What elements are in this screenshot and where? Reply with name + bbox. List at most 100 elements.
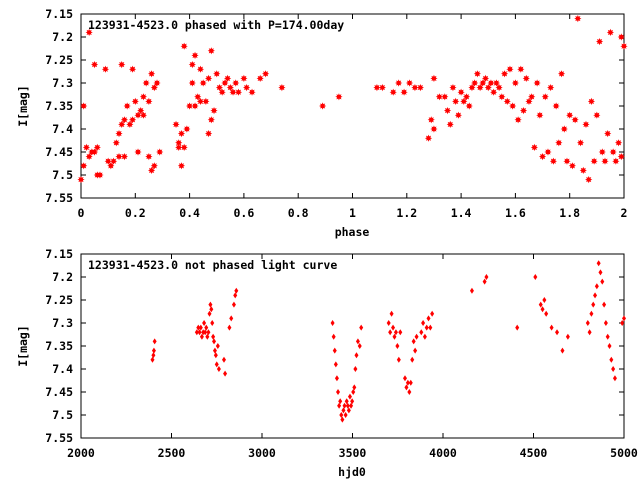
unphased-data-point xyxy=(398,329,403,336)
phased-y-tick-label: 7.2 xyxy=(52,30,73,44)
unphased-data-point xyxy=(538,301,543,308)
unphased-data-point xyxy=(152,338,157,345)
phased-x-axis-title: phase xyxy=(335,225,370,239)
phased-y-tick-label: 7.15 xyxy=(45,7,73,21)
unphased-chart-title: 123931-4523.0 not phased light curve xyxy=(88,258,337,272)
unphased-data-point xyxy=(233,292,238,299)
unphased-data-point xyxy=(211,333,216,340)
unphased-y-tick-label: 7.3 xyxy=(52,316,73,330)
phased-data-point xyxy=(175,143,183,151)
unphased-data-point xyxy=(208,301,213,308)
phased-data-point xyxy=(147,166,156,174)
unphased-data-point xyxy=(605,333,610,340)
unphased-data-point xyxy=(620,320,625,326)
unphased-data-point xyxy=(560,347,565,354)
unphased-data-point xyxy=(197,329,202,336)
phased-data-point xyxy=(243,84,251,92)
phased-data-point xyxy=(582,120,590,128)
unphased-data-point xyxy=(515,324,520,331)
phased-data-point xyxy=(473,70,481,78)
phased-data-point xyxy=(93,143,101,151)
unphased-data-point xyxy=(609,356,614,363)
phased-data-point xyxy=(427,116,435,124)
phased-data-point xyxy=(460,97,468,105)
unphased-data-point xyxy=(587,329,592,336)
phased-data-point xyxy=(186,102,194,110)
phased-data-point xyxy=(411,84,419,92)
phased-data-point xyxy=(462,93,471,101)
phased-data-point xyxy=(115,130,123,138)
unphased-data-point xyxy=(393,329,398,336)
phased-data-point xyxy=(134,111,142,119)
unphased-data-point xyxy=(607,343,612,349)
phased-x-tick-label: 1.8 xyxy=(559,206,580,220)
unphased-data-point xyxy=(611,366,616,372)
unphased-data-point xyxy=(336,389,341,395)
phased-data-point xyxy=(590,157,598,165)
unphased-data-point xyxy=(334,375,339,382)
unphased-data-point xyxy=(231,301,236,308)
unphased-data-point xyxy=(331,333,336,340)
unphased-data-point xyxy=(212,338,217,345)
unphased-data-point xyxy=(204,324,209,331)
unphased-data-point xyxy=(540,306,545,313)
phased-data-point xyxy=(115,153,123,161)
phased-data-point xyxy=(487,79,495,87)
phased-data-point xyxy=(517,65,525,73)
phased-data-point xyxy=(118,120,126,128)
phased-data-point xyxy=(514,116,522,124)
unphased-y-tick-label: 7.55 xyxy=(45,431,73,445)
phased-data-point xyxy=(123,102,131,110)
phased-data-point xyxy=(446,120,454,128)
phased-data-point xyxy=(118,61,126,69)
phased-light-curve-panel: 7.15 7.2 7.25 7.3 7.35 7.4 7.45 7.5 7.55 0 0.2 0.4… xyxy=(16,7,628,239)
phased-data-point xyxy=(593,111,601,119)
unphased-light-curve-panel: 7.15 7.2 7.25 7.3 7.35 7.4 7.45 7.5 7.55 2000 250… xyxy=(16,247,638,479)
phased-data-point xyxy=(585,176,593,184)
unphased-data-point xyxy=(603,320,608,326)
phased-data-point xyxy=(147,70,156,78)
phased-data-point xyxy=(196,97,205,105)
phased-data-point xyxy=(224,74,232,82)
phased-data-point xyxy=(142,79,150,87)
phased-data-point xyxy=(120,116,129,124)
unphased-y-axis-title: I[mag] xyxy=(16,325,30,367)
unphased-data-point xyxy=(203,329,208,336)
unphased-data-point xyxy=(542,297,547,303)
phased-data-point xyxy=(80,102,88,110)
unphased-data-point xyxy=(593,292,598,299)
unphased-data-point xyxy=(337,402,342,409)
unphased-y-tick-label: 7.2 xyxy=(52,270,73,284)
phased-data-point xyxy=(210,107,218,115)
unphased-data-point xyxy=(340,416,345,423)
phased-chart-title: 123931-4523.0 phased with P=174.00day xyxy=(88,18,344,32)
phased-data-point xyxy=(177,130,186,138)
phased-data-point xyxy=(131,97,139,105)
phased-x-tick-label: 0.8 xyxy=(288,206,309,220)
phased-data-point xyxy=(188,61,196,69)
phased-data-point xyxy=(538,153,547,161)
unphased-data-point xyxy=(344,398,349,405)
unphased-data-point xyxy=(352,384,357,391)
phased-data-point xyxy=(262,70,270,78)
phased-data-point xyxy=(150,84,158,92)
phased-data-point xyxy=(137,107,145,115)
phased-data-point xyxy=(156,148,164,156)
phased-data-point xyxy=(595,38,604,46)
unphased-data-point xyxy=(359,324,364,331)
phased-data-point xyxy=(109,157,118,165)
unphased-data-point xyxy=(196,324,201,331)
phased-data-point xyxy=(614,139,623,147)
phased-data-point xyxy=(395,79,403,87)
phased-data-point xyxy=(484,84,492,92)
unphased-data-point xyxy=(428,324,433,331)
phased-data-point xyxy=(471,79,479,87)
phased-data-point xyxy=(457,88,465,96)
phased-data-point xyxy=(145,153,153,161)
phased-data-point xyxy=(104,157,112,165)
phased-y-tick-label: 7.4 xyxy=(52,122,73,136)
phased-data-point xyxy=(215,84,224,92)
phased-data-point xyxy=(479,79,487,87)
phased-data-point xyxy=(598,148,606,156)
